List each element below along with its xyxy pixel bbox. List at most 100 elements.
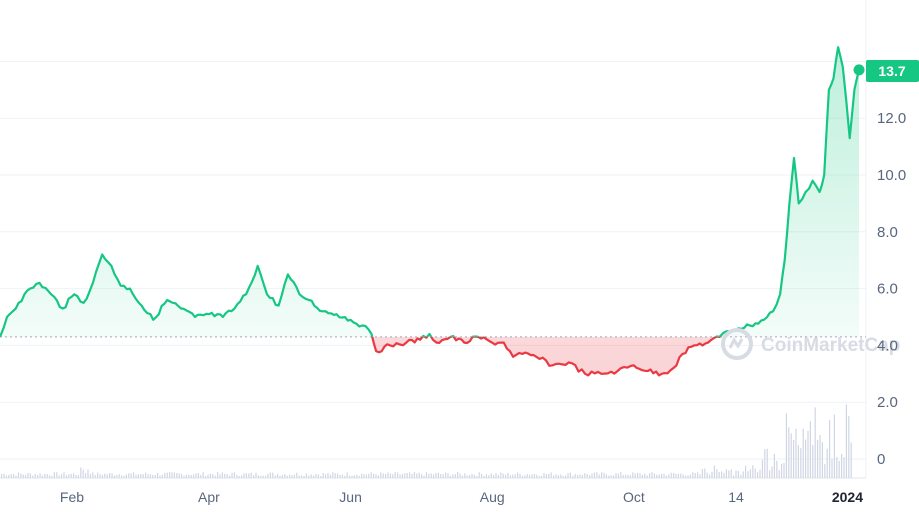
volume-bar xyxy=(565,475,567,478)
volume-bar xyxy=(82,469,84,478)
current-price-dot xyxy=(853,64,865,76)
volume-bar xyxy=(850,442,852,478)
x-tick-label: 14 xyxy=(728,489,744,505)
volume-bar xyxy=(39,473,41,478)
volume-bar xyxy=(817,439,819,478)
volume-bar xyxy=(409,472,411,478)
volume-bar xyxy=(488,475,490,478)
volume-bar xyxy=(737,471,739,478)
volume-bar xyxy=(457,472,459,478)
volume-bar xyxy=(99,474,101,478)
volume-bar xyxy=(596,472,598,478)
volume-bar xyxy=(37,475,39,478)
volume-bar xyxy=(447,473,449,478)
volume-bar xyxy=(135,474,137,478)
volume-bar xyxy=(49,475,51,478)
volume-bar xyxy=(500,472,502,478)
volume-bar xyxy=(418,472,420,478)
volume-bar xyxy=(17,472,19,478)
volume-bar xyxy=(769,470,771,478)
volume-bar xyxy=(778,470,780,478)
volume-bar xyxy=(231,472,233,478)
volume-bar xyxy=(214,475,216,478)
volume-bar xyxy=(373,473,375,478)
volume-bar xyxy=(553,475,555,478)
volume-bar xyxy=(44,473,46,478)
volume-bar xyxy=(416,473,418,478)
volume-bar xyxy=(411,473,413,478)
volume-bar xyxy=(793,439,795,478)
volume-bar xyxy=(185,474,187,478)
volume-bar xyxy=(94,475,96,478)
volume-bar xyxy=(337,473,339,478)
volume-bar xyxy=(562,475,564,478)
volume-bar xyxy=(320,476,322,478)
volume-bar xyxy=(308,475,310,478)
volume-bar xyxy=(389,473,391,478)
volume-bar xyxy=(421,474,423,478)
volume-bar xyxy=(466,475,468,478)
volume-bar xyxy=(140,474,142,478)
volume-bar xyxy=(627,474,629,478)
current-price-badge: 13.7 xyxy=(866,60,919,82)
volume-bar xyxy=(209,473,211,478)
volume-bar xyxy=(665,475,667,478)
volume-bar xyxy=(555,474,557,478)
volume-bar xyxy=(829,420,831,478)
y-axis: 0 2.0 4.0 6.0 8.0 10.0 12.0 xyxy=(877,110,906,468)
volume-bar xyxy=(58,475,60,478)
volume-bar xyxy=(740,474,742,478)
volume-bar xyxy=(310,474,312,478)
volume-bar xyxy=(106,474,108,478)
volume-bar xyxy=(639,473,641,478)
volume-bar xyxy=(46,474,48,478)
volume-bar xyxy=(399,474,401,478)
volume-bar xyxy=(353,475,355,478)
volume-bar xyxy=(157,473,159,478)
volume-bar xyxy=(807,430,809,478)
volume-bar xyxy=(692,472,694,478)
watermark-text: CoinMarketCap xyxy=(761,335,900,356)
volume-bar xyxy=(533,474,535,478)
volume-bar xyxy=(181,473,183,478)
volume-bar xyxy=(653,473,655,478)
volume-bar xyxy=(118,474,120,478)
volume-bar xyxy=(454,474,456,478)
volume-bar xyxy=(219,474,221,478)
volume-bar xyxy=(92,472,94,478)
volume-bar xyxy=(274,475,276,478)
volume-bar xyxy=(22,474,24,478)
volume-bar xyxy=(838,461,840,478)
volume-bar xyxy=(733,475,735,478)
volume-bar xyxy=(752,465,754,478)
volume-bar xyxy=(776,460,778,478)
volume-bar xyxy=(442,474,444,478)
volume-bar xyxy=(361,473,363,478)
volume-bar xyxy=(63,472,65,478)
volume-bar xyxy=(802,428,804,478)
volume-bar xyxy=(56,472,58,478)
volume-bar xyxy=(524,475,526,478)
volume-bar xyxy=(1,474,3,478)
volume-bar xyxy=(704,468,706,478)
volume-bar xyxy=(824,464,826,478)
volume-bar xyxy=(15,475,17,478)
price-line-up xyxy=(0,46,861,337)
volume-bar xyxy=(205,476,207,478)
volume-bar xyxy=(202,472,204,478)
volume-bar xyxy=(673,473,675,478)
x-tick-label: Jun xyxy=(339,489,362,505)
volume-bar xyxy=(759,469,761,478)
volume-bar xyxy=(721,471,723,478)
volume-bar xyxy=(329,474,331,478)
area-fills xyxy=(0,47,859,376)
volume-bar xyxy=(668,474,670,478)
volume-bar xyxy=(212,474,214,478)
volume-bar xyxy=(68,474,70,478)
volume-bar xyxy=(848,416,850,478)
volume-bar xyxy=(116,475,118,478)
volume-bar xyxy=(440,474,442,478)
volume-bar xyxy=(349,475,351,478)
volume-bar xyxy=(128,473,130,478)
volume-bar xyxy=(269,472,271,478)
